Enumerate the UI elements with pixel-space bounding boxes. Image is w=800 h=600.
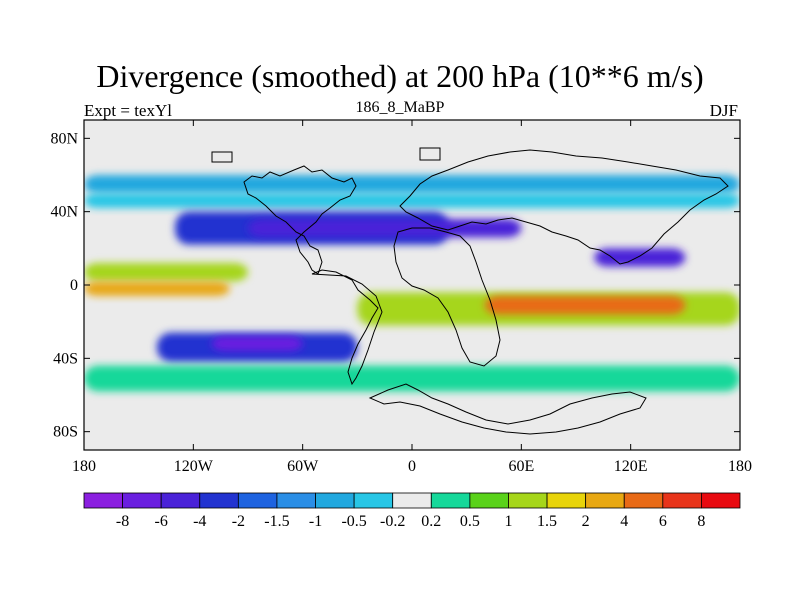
lon-tick-label: 0 [408,458,416,475]
colorbar-label: -0.2 [380,513,405,530]
field-region-10 [211,336,303,351]
lon-tick-label: 60W [287,458,319,475]
colorbar-label: 8 [697,513,705,530]
colorbar-swatch [392,492,432,509]
case-label: 186_8_MaBP [355,99,445,116]
experiment-label: Expt = texYl [84,101,172,120]
field-region-0 [84,175,740,194]
field-region-4 [594,248,686,267]
colorbar-swatch [546,492,587,509]
lat-tick-label: 40N [50,204,78,221]
colorbar: -8 -6 -4 -2 -1.5 -1 -0.5 -0.2 0.2 0.5 1 1.5 2 4 6 8 [83,492,741,530]
colorbar-label: 2 [582,513,590,530]
colorbar-label: -2 [232,513,245,530]
axis-layer: 180 120W 60W 0 60E 120E 180 80N 40N 0 40S 80S [50,120,752,475]
colorbar-label: -6 [155,513,168,530]
antarctica-coast [368,383,647,435]
colorbar-swatch [585,492,625,509]
lon-tick-label: 120W [174,458,214,475]
lat-tick-label: 0 [70,277,78,294]
field-region-5 [84,263,248,282]
colorbar-swatch [701,492,741,509]
colorbar-swatch [469,492,509,509]
colorbar-label: -1.5 [264,513,289,530]
lon-tick-label: 120E [614,458,648,475]
colorbar-label: -4 [193,513,206,530]
colorbar-label: 1.5 [537,513,557,530]
colorbar-swatch [237,492,278,509]
colorbar-swatch [276,492,316,509]
colorbar-label: -1 [309,513,322,530]
colorbar-label: 0.5 [460,513,480,530]
colorbar-label: 1 [504,513,512,530]
coastline-layer [211,147,729,435]
colorbar-label: -0.5 [341,513,366,530]
contour-field-layer [84,175,740,392]
colorbar-label: 6 [659,513,667,530]
lat-tick-label: 80N [50,130,78,147]
lat-tick-label: 80S [53,424,78,441]
north-polar-outline [211,147,441,163]
colorbar-label: 4 [620,513,628,530]
colorbar-swatch [315,492,355,509]
season-label: DJF [709,101,738,120]
north-america-coast [243,165,357,275]
colorbar-swatch [122,492,162,509]
lon-tick-label: 60E [508,458,534,475]
colorbar-swatch [623,492,664,509]
colorbar-swatch [662,492,702,509]
colorbar-label: -8 [116,513,129,530]
africa-coast [393,227,501,367]
lon-tick-label: 180 [72,458,96,475]
colorbar-swatch [199,492,239,509]
eurasia-coast [399,149,729,265]
colorbar-label: 0.2 [421,513,441,530]
colorbar-swatch [160,492,201,509]
south-america-coast [311,269,383,386]
field-region-6 [84,281,230,296]
field-region-1 [84,193,740,208]
field-region-11 [84,365,740,392]
lat-tick-label: 40S [53,350,78,367]
chart-title: Divergence (smoothed) at 200 hPa (10**6 … [96,58,704,94]
colorbar-swatch [83,492,123,509]
colorbar-swatch [508,492,548,509]
field-region-3 [248,219,522,238]
colorbar-swatch [353,492,394,509]
lon-tick-label: 180 [728,458,752,475]
colorbar-swatch [430,492,471,509]
field-region-8 [484,296,686,315]
